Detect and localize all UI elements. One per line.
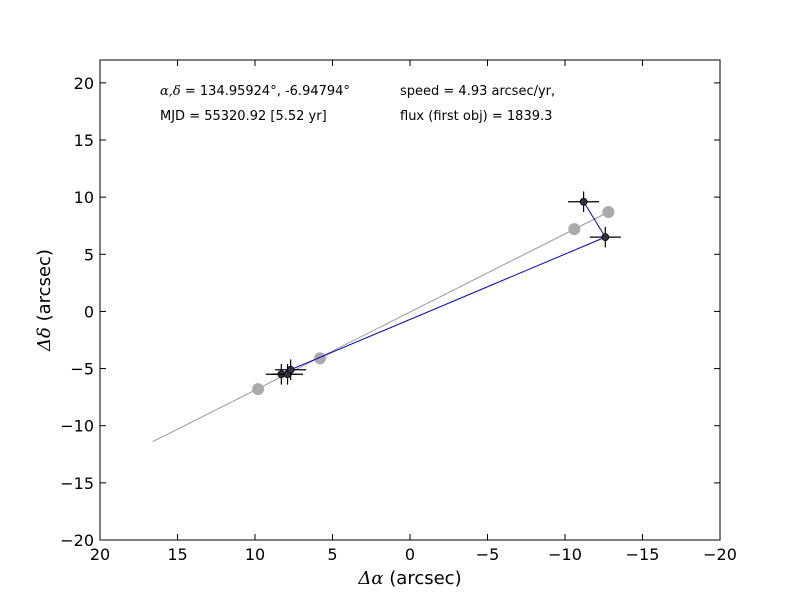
x-tick-label: 20 bbox=[90, 545, 110, 564]
annotation-speed: speed = 4.93 arcsec/yr, bbox=[400, 84, 555, 99]
annotation-mjd: MJD = 55320.92 [5.52 yr] bbox=[160, 109, 327, 124]
x-tick-label: 10 bbox=[245, 545, 265, 564]
x-tick-label: 0 bbox=[405, 545, 415, 564]
observed-point bbox=[286, 365, 295, 374]
predicted-point bbox=[602, 206, 615, 218]
annotation-radec: α,δ = 134.95924°, -6.94794° bbox=[160, 84, 350, 99]
x-tick-label: 5 bbox=[327, 545, 337, 564]
y-tick-labels: 20 15 10 5 0 −5 −10 −15 −20 bbox=[60, 74, 94, 550]
x-tick-label: 15 bbox=[167, 545, 187, 564]
observed-point bbox=[601, 233, 610, 242]
x-axis-label-symbol: Δα bbox=[357, 568, 383, 589]
y-tick-label: −5 bbox=[70, 360, 94, 379]
y-tick-label: 20 bbox=[74, 74, 94, 93]
x-tick-label: −5 bbox=[476, 545, 500, 564]
x-axis-label: Δα (arcsec) bbox=[357, 568, 461, 589]
x-tick-labels: 20 15 10 5 0 −5 −10 −15 −20 bbox=[90, 545, 737, 564]
y-axis-label-symbol: Δδ bbox=[34, 327, 55, 352]
y-axis-label-text: (arcsec) bbox=[34, 249, 55, 327]
y-tick-label: −20 bbox=[60, 531, 94, 550]
plot-area bbox=[152, 191, 621, 443]
observed-point bbox=[579, 197, 588, 206]
predicted-point bbox=[568, 223, 581, 236]
y-tick-label: −10 bbox=[60, 417, 94, 436]
y-tick-label: −15 bbox=[60, 474, 94, 493]
predicted-point bbox=[314, 352, 327, 365]
x-axis-label-text: (arcsec) bbox=[384, 568, 462, 589]
axes-frame bbox=[99, 59, 721, 541]
annotation-radec-symbol: α,δ bbox=[160, 84, 181, 99]
y-tick-label: 0 bbox=[84, 302, 94, 321]
fit-line bbox=[152, 211, 609, 443]
y-tick-label: 10 bbox=[74, 188, 94, 207]
predicted-point bbox=[252, 383, 265, 396]
x-tick-label: −15 bbox=[626, 545, 660, 564]
x-tick-label: −20 bbox=[703, 545, 737, 564]
y-tick-label: 5 bbox=[84, 245, 94, 264]
y-tick-label: 15 bbox=[74, 131, 94, 150]
annotation-flux: flux (first obj) = 1839.3 bbox=[400, 109, 552, 124]
annotation-radec-value: = 134.95924°, -6.94794° bbox=[181, 84, 350, 99]
y-axis-label: Δδ (arcsec) bbox=[34, 249, 55, 352]
x-tick-label: −10 bbox=[548, 545, 582, 564]
